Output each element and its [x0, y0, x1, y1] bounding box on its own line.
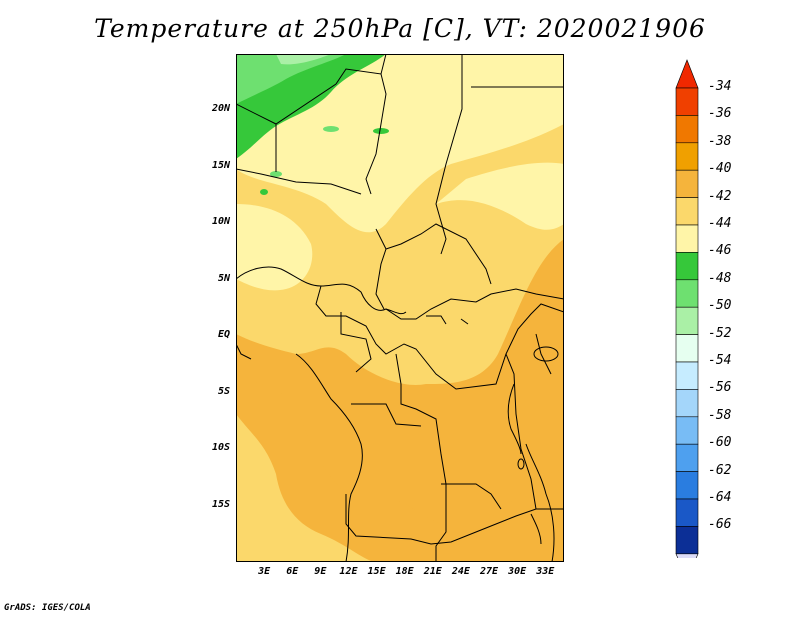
colorbar-label: -56: [708, 380, 732, 396]
chart-title: Temperature at 250hPa [C], VT: 202002190…: [94, 14, 706, 43]
lat-label: EQ: [217, 329, 230, 341]
lon-label: 18E: [395, 566, 414, 577]
field-spot: [260, 189, 268, 195]
field-band-44-46: [236, 54, 346, 104]
colorbar-label: -54: [708, 353, 732, 368]
lat-label: 10S: [211, 442, 230, 454]
colorbar-swatch: [675, 252, 699, 281]
lon-label: 3E: [258, 566, 271, 577]
lon-label: 30E: [508, 566, 527, 577]
lat-label: 5S: [217, 385, 230, 397]
field-spot: [270, 171, 282, 177]
colorbar-label: -42: [708, 188, 732, 204]
lon-label: 27E: [479, 566, 499, 577]
colorbar-swatch: [675, 87, 699, 116]
lon-label: 15E: [367, 566, 386, 577]
colorbar-label: -40: [708, 161, 732, 177]
lat-label: 5N: [217, 272, 230, 284]
footer-credit: GrADS: IGES/COLA: [4, 603, 91, 613]
colorbar-top-arrow: [675, 59, 699, 89]
field-band-46-48: [276, 54, 331, 65]
colorbar-label: -60: [708, 435, 732, 451]
lat-label: 10N: [211, 216, 230, 228]
lon-label: 6E: [286, 566, 299, 577]
colorbar-swatch: [675, 142, 699, 171]
colorbar-label: -52: [708, 325, 732, 341]
lon-label: 21E: [423, 566, 442, 577]
colorbar-swatch: [675, 389, 699, 418]
lon-label: 24E: [451, 566, 470, 577]
lon-label: 33E: [536, 566, 555, 577]
field-band-40-42-east: [436, 162, 564, 230]
map-borders: [236, 54, 564, 562]
colorbar-bottom-arrow: [675, 553, 699, 558]
colorbar-swatch: [675, 416, 699, 445]
colorbar-label: -64: [708, 490, 732, 505]
colorbar-label: -46: [708, 243, 732, 259]
lakes: [426, 315, 559, 545]
colorbar-label: -50: [708, 298, 732, 314]
lat-label: 20N: [211, 103, 230, 115]
colorbar-swatch: [675, 169, 699, 198]
colorbar-swatch: [675, 471, 699, 500]
colorbar-swatch: [675, 526, 699, 555]
colorbar-label: -34: [708, 79, 732, 94]
field-spot: [323, 126, 339, 132]
colorbar-label: -48: [708, 270, 732, 286]
colorbar-swatch: [675, 361, 699, 390]
field-pale-south: [236, 414, 376, 562]
colorbar-swatch: [675, 306, 699, 335]
lat-label: 15S: [211, 498, 230, 510]
colorbar-swatch: [675, 115, 699, 144]
colorbar: [675, 59, 699, 558]
colorbar-label: -38: [708, 133, 732, 149]
colorbar-swatch: [675, 279, 699, 308]
field-band-38-40-south: [236, 381, 564, 562]
map-frame: [236, 54, 564, 562]
colorbar-swatch: [675, 224, 699, 253]
colorbar-swatch: [675, 443, 699, 472]
colorbar-label: -58: [708, 407, 732, 423]
lon-label: 12E: [339, 566, 358, 577]
colorbar-label: -44: [708, 216, 732, 231]
lon-label: 9E: [314, 566, 327, 577]
colorbar-swatch: [675, 197, 699, 226]
colorbar-swatch: [675, 334, 699, 363]
colorbar-swatch: [675, 498, 699, 527]
colorbar-label: -62: [708, 462, 732, 478]
field-spot: [373, 128, 389, 134]
colorbar-label: -36: [708, 106, 732, 122]
temperature-map: [236, 54, 564, 562]
lat-label: 15N: [211, 159, 230, 171]
colorbar-label: -66: [708, 517, 732, 533]
